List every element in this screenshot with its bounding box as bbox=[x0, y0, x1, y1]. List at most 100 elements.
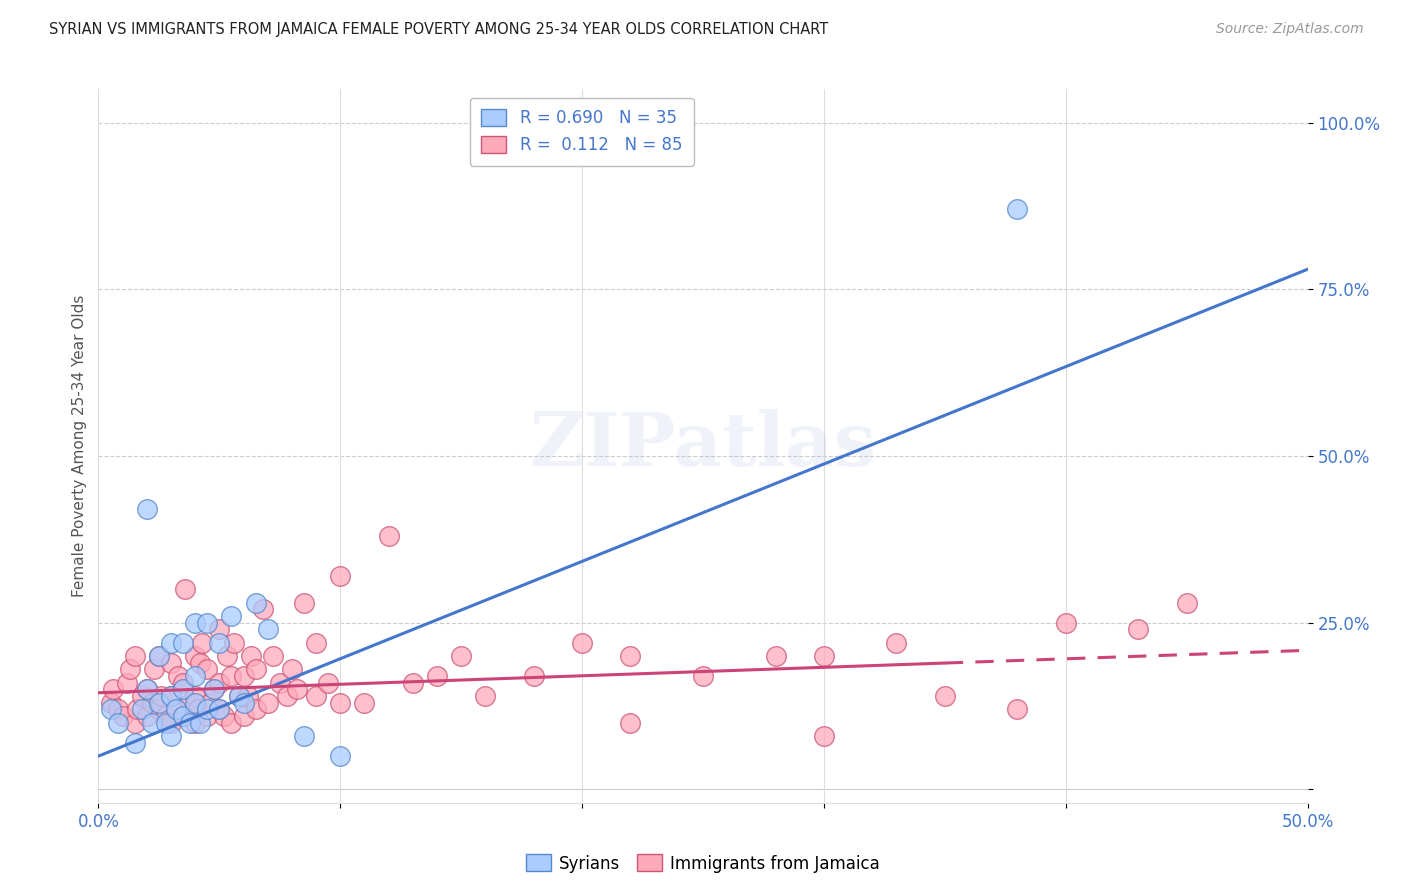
Point bbox=[523, 669, 546, 683]
Point bbox=[1128, 623, 1150, 637]
Point bbox=[269, 675, 291, 690]
Point bbox=[204, 682, 226, 697]
Point bbox=[195, 702, 218, 716]
Point bbox=[208, 675, 231, 690]
Point bbox=[1007, 702, 1029, 716]
Point bbox=[281, 662, 304, 676]
Point bbox=[886, 636, 908, 650]
Point bbox=[208, 636, 231, 650]
Point bbox=[377, 529, 399, 543]
Point bbox=[165, 702, 187, 716]
Point bbox=[426, 669, 449, 683]
Point bbox=[252, 602, 274, 616]
Point bbox=[285, 682, 308, 697]
Point bbox=[101, 682, 124, 697]
Point bbox=[813, 729, 835, 743]
Point bbox=[212, 709, 235, 723]
Point bbox=[174, 582, 197, 597]
Point bbox=[148, 696, 170, 710]
Point bbox=[292, 596, 315, 610]
Point bbox=[141, 715, 163, 730]
Point bbox=[329, 749, 352, 764]
Point bbox=[195, 709, 218, 723]
Point bbox=[184, 649, 207, 664]
Point bbox=[256, 696, 278, 710]
Point bbox=[124, 649, 146, 664]
Y-axis label: Female Poverty Among 25-34 Year Olds: Female Poverty Among 25-34 Year Olds bbox=[72, 295, 87, 597]
Point bbox=[160, 636, 183, 650]
Point bbox=[160, 729, 183, 743]
Point bbox=[118, 662, 141, 676]
Point bbox=[167, 669, 190, 683]
Point bbox=[204, 682, 226, 697]
Point bbox=[184, 669, 207, 683]
Legend: R = 0.690   N = 35, R =  0.112   N = 85: R = 0.690 N = 35, R = 0.112 N = 85 bbox=[470, 97, 693, 166]
Point bbox=[228, 689, 250, 703]
Point bbox=[262, 649, 284, 664]
Point bbox=[148, 649, 170, 664]
Point bbox=[256, 623, 278, 637]
Point bbox=[402, 675, 425, 690]
Point bbox=[329, 569, 352, 583]
Point bbox=[245, 596, 267, 610]
Point bbox=[127, 702, 149, 716]
Legend: Syrians, Immigrants from Jamaica: Syrians, Immigrants from Jamaica bbox=[519, 847, 887, 880]
Point bbox=[208, 702, 231, 716]
Point bbox=[232, 709, 254, 723]
Point bbox=[135, 709, 157, 723]
Point bbox=[184, 715, 207, 730]
Point bbox=[329, 696, 352, 710]
Point bbox=[245, 702, 267, 716]
Point bbox=[160, 715, 183, 730]
Text: ZIPatlas: ZIPatlas bbox=[530, 409, 876, 483]
Point bbox=[148, 649, 170, 664]
Point bbox=[208, 702, 231, 716]
Point bbox=[150, 689, 173, 703]
Point bbox=[1175, 596, 1198, 610]
Point bbox=[305, 636, 328, 650]
Point bbox=[141, 696, 163, 710]
Point bbox=[353, 696, 375, 710]
Point bbox=[184, 615, 207, 630]
Point bbox=[232, 669, 254, 683]
Point bbox=[184, 696, 207, 710]
Point bbox=[222, 636, 245, 650]
Point bbox=[111, 709, 134, 723]
Point bbox=[619, 715, 641, 730]
Point bbox=[155, 715, 177, 730]
Point bbox=[143, 662, 166, 676]
Point bbox=[172, 709, 194, 723]
Point bbox=[198, 696, 221, 710]
Point bbox=[135, 502, 157, 516]
Point bbox=[179, 696, 201, 710]
Point bbox=[165, 702, 187, 716]
Point bbox=[179, 715, 201, 730]
Point bbox=[124, 715, 146, 730]
Point bbox=[232, 696, 254, 710]
Point bbox=[305, 689, 328, 703]
Point bbox=[160, 689, 183, 703]
Point bbox=[474, 689, 496, 703]
Point bbox=[221, 669, 243, 683]
Point bbox=[813, 649, 835, 664]
Point bbox=[450, 649, 472, 664]
Point bbox=[160, 689, 183, 703]
Point bbox=[215, 649, 238, 664]
Point bbox=[221, 715, 243, 730]
Point bbox=[245, 662, 267, 676]
Point bbox=[195, 662, 218, 676]
Point bbox=[292, 729, 315, 743]
Point bbox=[188, 656, 211, 670]
Point bbox=[172, 682, 194, 697]
Point bbox=[107, 702, 129, 716]
Text: SYRIAN VS IMMIGRANTS FROM JAMAICA FEMALE POVERTY AMONG 25-34 YEAR OLDS CORRELATI: SYRIAN VS IMMIGRANTS FROM JAMAICA FEMALE… bbox=[49, 22, 828, 37]
Point bbox=[131, 702, 153, 716]
Point bbox=[619, 649, 641, 664]
Point bbox=[195, 615, 218, 630]
Point bbox=[228, 689, 250, 703]
Point bbox=[107, 715, 129, 730]
Point bbox=[208, 623, 231, 637]
Point bbox=[184, 689, 207, 703]
Point bbox=[100, 702, 122, 716]
Point bbox=[239, 649, 262, 664]
